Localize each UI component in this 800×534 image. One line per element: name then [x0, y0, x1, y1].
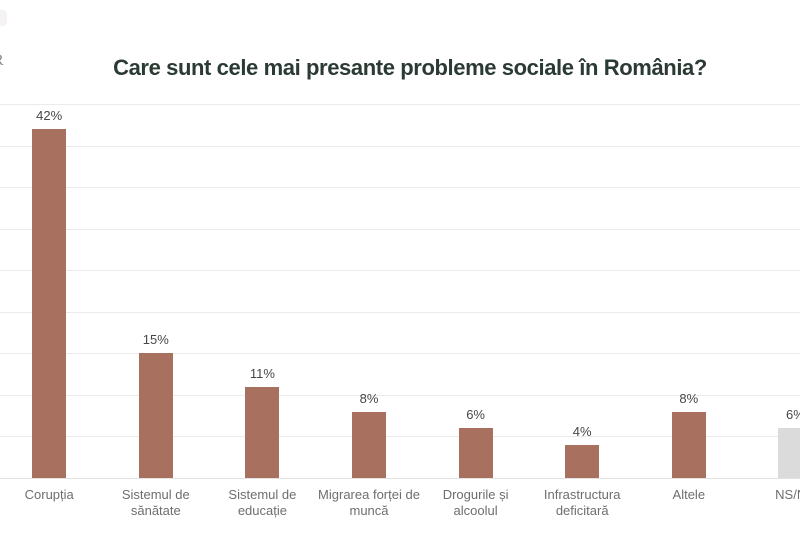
bar-3: [352, 411, 386, 478]
bar-value-label-6: 8%: [679, 390, 699, 406]
category-label-7: NS/NR: [775, 487, 800, 502]
gridline: [0, 145, 800, 147]
bar-value-label-1: 15%: [142, 332, 169, 348]
category-label-4: Drogurile și alcoolul: [442, 487, 509, 518]
gridline: [0, 228, 800, 230]
gridline: [0, 104, 800, 106]
bar-4: [458, 428, 493, 478]
gridline: [0, 394, 800, 396]
x-axis-baseline: [0, 478, 800, 479]
bar-value-label-2: 11%: [249, 365, 275, 381]
logo-fragment-icon: [0, 10, 7, 26]
gridline: [0, 187, 800, 189]
category-label-6: Altele: [672, 487, 706, 502]
bar-value-label-7: 6%: [785, 407, 800, 423]
category-label-3: Migrarea forței de muncă: [318, 487, 420, 518]
category-label-0: Corupția: [24, 487, 74, 502]
gridline: [0, 353, 800, 355]
bar-7: [778, 428, 800, 478]
bar-value-label-0: 42%: [36, 107, 63, 123]
category-label-2: Sistemul de educație: [228, 487, 297, 518]
bar-value-label-5: 4%: [572, 423, 592, 439]
bar-5: [565, 444, 600, 478]
category-label-1: Sistemul de sănătate: [121, 487, 190, 518]
gridline: [0, 270, 800, 272]
bar-value-label-4: 6%: [466, 407, 485, 423]
bar-6: [671, 411, 706, 478]
bar-1: [138, 353, 173, 478]
bar-value-label-3: 8%: [359, 390, 379, 406]
bar-0: [32, 128, 67, 478]
logo-letter-fragment: R: [0, 53, 4, 69]
chart-title: Care sunt cele mai presante probleme soc…: [113, 54, 707, 80]
gridline: [0, 311, 800, 313]
bar-2: [245, 386, 280, 478]
category-label-5: Infrastructura deficitară: [543, 487, 621, 518]
gridline: [0, 436, 800, 438]
